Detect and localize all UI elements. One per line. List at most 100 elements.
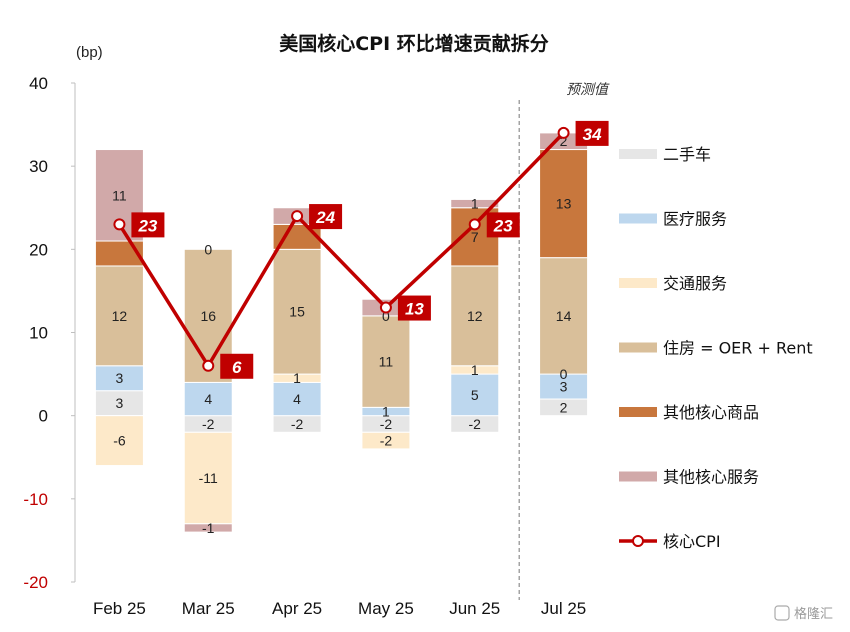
x-tick-label: Mar 25: [182, 599, 235, 618]
segment-label: 2: [560, 399, 568, 415]
x-axis: Feb 25 Mar 25 Apr 25 May 25 Jun 25 Jul 25: [93, 599, 586, 618]
legend-swatch: [619, 278, 657, 288]
segment-label: 11: [112, 187, 127, 203]
core-cpi-value-box: [397, 295, 431, 321]
watermark: 格隆汇: [774, 605, 833, 622]
y-tick-label: 0: [39, 407, 48, 426]
core-cpi-series-line: [117, 131, 565, 368]
core-cpi-point: [557, 126, 570, 139]
segment-label: -1: [202, 520, 215, 536]
bar-segment: [450, 373, 500, 417]
bar-segment: [361, 315, 411, 408]
segment-label: -6: [113, 433, 126, 449]
segment-label: 16: [200, 308, 216, 324]
y-tick-label: -20: [23, 573, 48, 592]
bar-segment: [539, 149, 589, 259]
segment-label: 14: [556, 308, 572, 324]
legend-label: 二手车: [663, 145, 711, 164]
legend-swatch: [619, 407, 657, 417]
core-cpi-point: [202, 359, 215, 372]
segment-label: 0: [560, 366, 568, 382]
bar-segment: [450, 198, 500, 209]
core-cpi-value-label: 6: [232, 358, 242, 377]
forecast-label: 预测值: [566, 82, 610, 98]
segment-label: -2: [380, 416, 393, 432]
watermark-text: 格隆汇: [794, 606, 833, 622]
segment-label: -2: [202, 416, 215, 432]
segment-label: 3: [116, 395, 124, 411]
segment-label: 0: [382, 308, 390, 324]
y-tick-label: 10: [29, 324, 48, 343]
core-cpi-value-box: [486, 212, 520, 238]
bar-segment: [94, 365, 144, 392]
segment-label: -2: [469, 416, 482, 432]
bar-segment: [450, 265, 500, 367]
legend-label: 住房 = OER + Rent: [663, 339, 813, 358]
chart-title: 美国核心CPI 环比增速贡献拆分: [279, 32, 549, 55]
segment-label: 3: [560, 379, 568, 395]
core-cpi-value-box: [309, 204, 343, 230]
segment-label: 4: [204, 391, 212, 407]
x-tick-label: Feb 25: [93, 599, 146, 618]
segment-label: 12: [112, 308, 128, 324]
legend-swatch: [619, 149, 657, 159]
segment-label: 4: [293, 391, 301, 407]
stacked-bars: [94, 132, 589, 533]
core-cpi-value-box: [575, 120, 609, 146]
core-cpi-value-label: 24: [315, 208, 335, 227]
x-tick-label: Jul 25: [541, 599, 586, 618]
core-cpi-point: [113, 218, 126, 231]
bar-segment: [539, 257, 589, 375]
core-cpi-value-label: 34: [583, 125, 602, 144]
core-cpi-value-label: 23: [137, 216, 157, 235]
core-cpi-point: [379, 301, 392, 314]
legend-label: 其他核心商品: [663, 403, 759, 422]
legend-marker: [632, 535, 644, 547]
watermark-logo-icon: [774, 605, 790, 621]
y-tick-label: 20: [29, 240, 48, 259]
core-cpi-value-box: [220, 353, 254, 379]
segment-label: 1: [293, 370, 301, 386]
bar-segment: [94, 265, 144, 367]
bar-segment: [272, 248, 322, 375]
segment-label: 13: [556, 196, 572, 212]
legend-swatch: [619, 342, 657, 353]
bar-segment: [94, 240, 144, 267]
legend-label: 医疗服务: [663, 210, 727, 229]
segment-label: 12: [467, 308, 483, 324]
core-cpi-value-label: 13: [405, 300, 424, 319]
legend-label: 其他核心服务: [663, 468, 759, 487]
core-cpi-value-label: 23: [493, 216, 513, 235]
segment-label: 1: [382, 404, 390, 420]
x-tick-label: Jun 25: [449, 599, 500, 618]
bar-segment: [183, 523, 233, 533]
segment-label: 1: [471, 362, 479, 378]
segment-label: 15: [289, 304, 305, 320]
core-cpi-point: [291, 210, 304, 223]
legend-swatch: [619, 471, 657, 482]
y-tick-label: 40: [29, 74, 48, 93]
bar-segment: [272, 381, 322, 417]
x-tick-label: Apr 25: [272, 599, 322, 618]
segment-label: 1: [471, 196, 479, 212]
y-tick-label: 30: [29, 157, 48, 176]
bar-segment: [94, 390, 144, 417]
segment-label: 5: [471, 387, 479, 403]
segment-label: 7: [471, 229, 479, 245]
core-cpi-value-box: [131, 212, 165, 238]
segment-label: -2: [291, 416, 304, 432]
segment-label: 3: [116, 370, 124, 386]
legend-label: 交通服务: [663, 274, 727, 293]
segment-label: -2: [380, 433, 393, 449]
core-cpi-line: 23 6 24 13 23 34: [113, 120, 609, 379]
bar-segment: [183, 431, 233, 525]
bar-segment: [94, 415, 144, 467]
legend-label: 核心CPI: [663, 532, 721, 551]
y-axis: 40 30 20 10 0 -10 -20: [23, 74, 76, 592]
segment-label: -11: [199, 470, 218, 486]
x-tick-label: May 25: [358, 599, 414, 618]
segment-label: 0: [204, 241, 212, 257]
segment-label: 11: [379, 354, 394, 370]
